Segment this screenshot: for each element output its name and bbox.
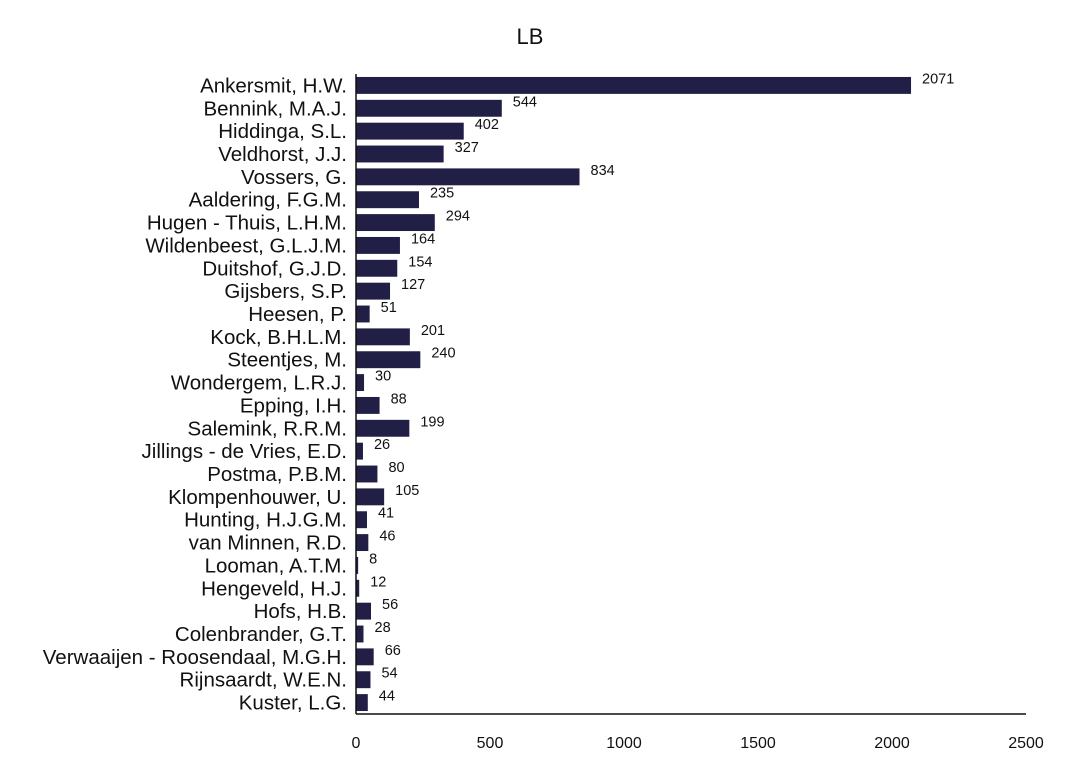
bar — [356, 122, 464, 140]
x-tick-label: 2000 — [874, 735, 910, 752]
bar — [356, 556, 359, 574]
bar — [356, 534, 369, 552]
category-label: Vossers, G. — [241, 166, 347, 189]
category-label: Verwaaijen - Roosendaal, M.G.H. — [43, 646, 347, 669]
bar — [356, 465, 378, 483]
x-tick-label: 0 — [352, 735, 361, 752]
bar — [356, 374, 365, 392]
category-label: Jillings - de Vries, E.D. — [142, 440, 347, 463]
bar — [356, 488, 385, 506]
value-label: 164 — [411, 231, 435, 247]
category-label: Hengeveld, H.J. — [201, 577, 347, 600]
value-label: 41 — [378, 506, 394, 522]
bar — [356, 351, 421, 369]
bars-layer — [356, 76, 912, 712]
value-label: 26 — [374, 437, 390, 453]
category-label: Veldhorst, J.J. — [218, 143, 347, 166]
category-labels: Ankersmit, H.W.Bennink, M.A.J.Hiddinga, … — [43, 74, 347, 714]
category-label: Klompenhouwer, U. — [168, 486, 347, 509]
value-label: 30 — [375, 369, 391, 385]
category-label: Wildenbeest, G.L.J.M. — [145, 234, 347, 257]
category-label: Hiddinga, S.L. — [218, 120, 347, 143]
category-label: Hugen - Thuis, L.H.M. — [147, 212, 347, 235]
category-label: Wondergem, L.R.J. — [171, 372, 347, 395]
category-label: Bennink, M.A.J. — [203, 97, 347, 120]
value-label: 127 — [401, 277, 425, 293]
bar — [356, 168, 580, 186]
bar — [356, 694, 368, 712]
value-label: 46 — [379, 529, 395, 545]
value-label: 44 — [379, 689, 395, 705]
category-label: Postma, P.B.M. — [207, 463, 347, 486]
axes: 0 500 1000 1500 2000 2500 — [352, 74, 1044, 752]
bar — [356, 579, 360, 597]
bar — [356, 282, 391, 300]
bar — [356, 76, 912, 94]
category-label: Kuster, L.G. — [239, 692, 347, 715]
category-label: Duitshof, G.J.D. — [202, 257, 347, 280]
category-label: Epping, I.H. — [240, 394, 347, 417]
value-label: 199 — [420, 414, 444, 430]
value-label: 88 — [391, 391, 407, 407]
bar — [356, 419, 410, 437]
value-label: 402 — [475, 117, 499, 133]
x-tick-label: 2500 — [1008, 735, 1044, 752]
x-tick-label: 1500 — [740, 735, 776, 752]
bar — [356, 214, 435, 232]
value-label: 201 — [421, 323, 445, 339]
category-label: Looman, A.T.M. — [205, 554, 347, 577]
x-tick-label: 500 — [477, 735, 504, 752]
category-label: Hunting, H.J.G.M. — [184, 509, 347, 532]
bar — [356, 145, 444, 163]
value-label: 105 — [395, 483, 419, 499]
bar — [356, 191, 419, 209]
value-label: 51 — [381, 300, 397, 316]
bar — [356, 236, 400, 254]
category-label: Heesen, P. — [248, 303, 347, 326]
category-label: Ankersmit, H.W. — [200, 74, 347, 97]
value-label: 66 — [385, 643, 401, 659]
category-label: Rijnsaardt, W.E.N. — [180, 669, 347, 692]
bar — [356, 648, 374, 666]
value-label: 56 — [382, 597, 398, 613]
value-label: 2071 — [922, 71, 954, 87]
category-label: Salemink, R.R.M. — [188, 417, 347, 440]
category-label: van Minnen, R.D. — [189, 532, 347, 555]
value-label: 154 — [408, 254, 432, 270]
chart-title: LB — [517, 24, 544, 49]
value-label: 80 — [388, 460, 404, 476]
value-label: 327 — [455, 140, 479, 156]
value-label: 54 — [381, 666, 397, 682]
bar — [356, 511, 367, 529]
value-label: 28 — [375, 620, 391, 636]
bar — [356, 671, 371, 689]
category-label: Colenbrander, G.T. — [175, 623, 347, 646]
value-label: 8 — [369, 551, 377, 567]
value-label: 235 — [430, 186, 454, 202]
value-label: 12 — [370, 574, 386, 590]
value-label: 294 — [446, 209, 470, 225]
x-tick-label: 1000 — [606, 735, 642, 752]
value-label: 240 — [431, 346, 455, 362]
category-label: Steentjes, M. — [227, 349, 347, 372]
category-label: Hofs, H.B. — [254, 600, 347, 623]
bar — [356, 305, 370, 323]
category-label: Aaldering, F.G.M. — [189, 189, 347, 212]
bar — [356, 602, 372, 620]
category-label: Kock, B.H.L.M. — [210, 326, 347, 349]
bar — [356, 396, 380, 414]
value-label: 834 — [591, 163, 615, 179]
bar — [356, 625, 364, 643]
bar — [356, 259, 398, 277]
bar — [356, 442, 363, 460]
category-label: Gijsbers, S.P. — [224, 280, 347, 303]
bar — [356, 99, 502, 117]
bar — [356, 328, 410, 346]
value-label: 544 — [513, 94, 537, 110]
